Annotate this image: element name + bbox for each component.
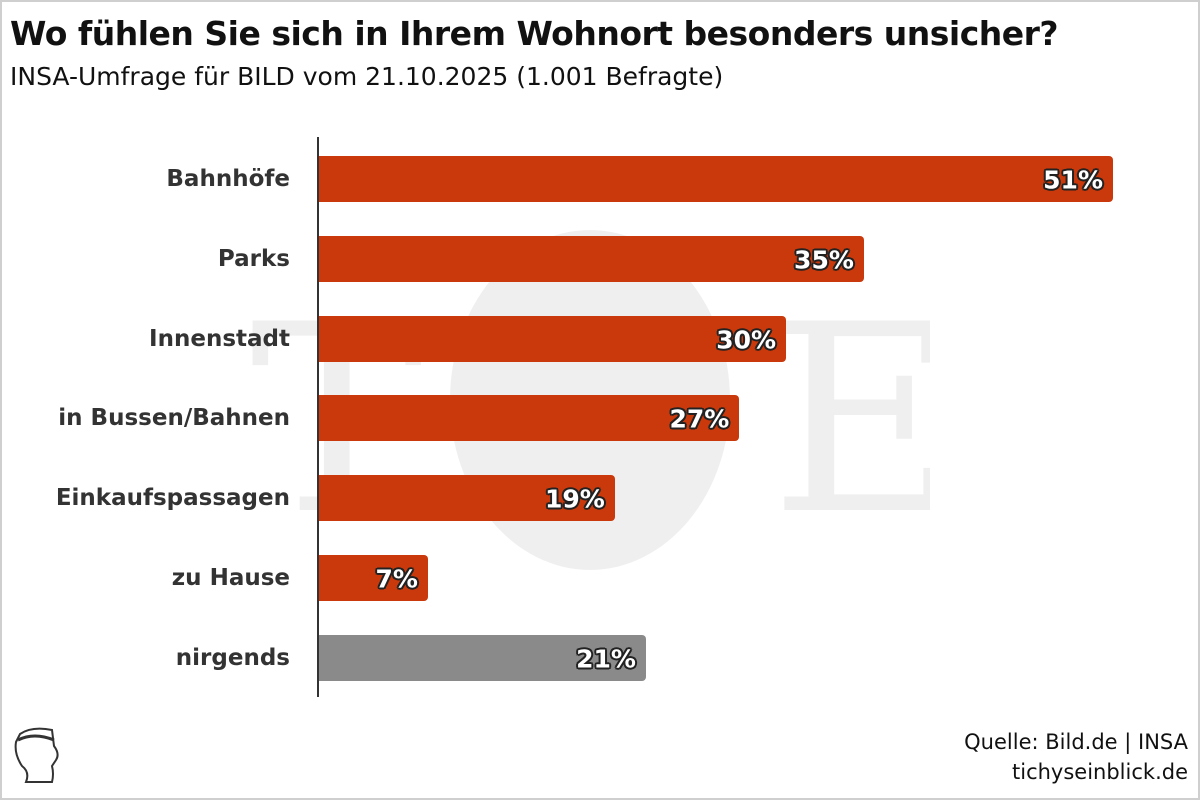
site-label: tichyseinblick.de <box>1012 760 1188 784</box>
source-label: Quelle: Bild.de | INSA <box>964 730 1188 754</box>
category-label: Innenstadt <box>149 325 290 352</box>
category-label: zu Hause <box>171 565 290 591</box>
category-label: in Bussen/Bahnen <box>58 405 290 432</box>
bar <box>319 235 864 282</box>
value-label: 19% <box>544 484 605 514</box>
y-axis-line <box>317 137 319 697</box>
bar <box>319 555 428 601</box>
bar <box>319 475 615 522</box>
bar <box>319 395 740 442</box>
bar <box>319 156 1113 202</box>
value-label: 35% <box>794 245 854 275</box>
value-label: 51% <box>1043 165 1103 195</box>
publisher-logo-head <box>14 727 59 783</box>
chart-title: Wo fühlen Sie sich in Ihrem Wohnort beso… <box>10 14 1059 53</box>
value-label: 30% <box>716 325 777 355</box>
bar <box>319 315 787 362</box>
value-label: 21% <box>576 644 636 674</box>
value-label: 7% <box>375 564 418 594</box>
category-label: Bahnhöfe <box>166 166 290 192</box>
bar <box>319 634 646 681</box>
chart-subtitle: INSA-Umfrage für BILD vom 21.10.2025 (1.… <box>10 62 724 91</box>
category-label: Parks <box>217 245 290 272</box>
svg-text:E: E <box>770 270 930 572</box>
value-label: 27% <box>669 404 730 434</box>
category-label: nirgends <box>175 644 290 671</box>
category-label: Einkaufspassagen <box>55 485 290 512</box>
